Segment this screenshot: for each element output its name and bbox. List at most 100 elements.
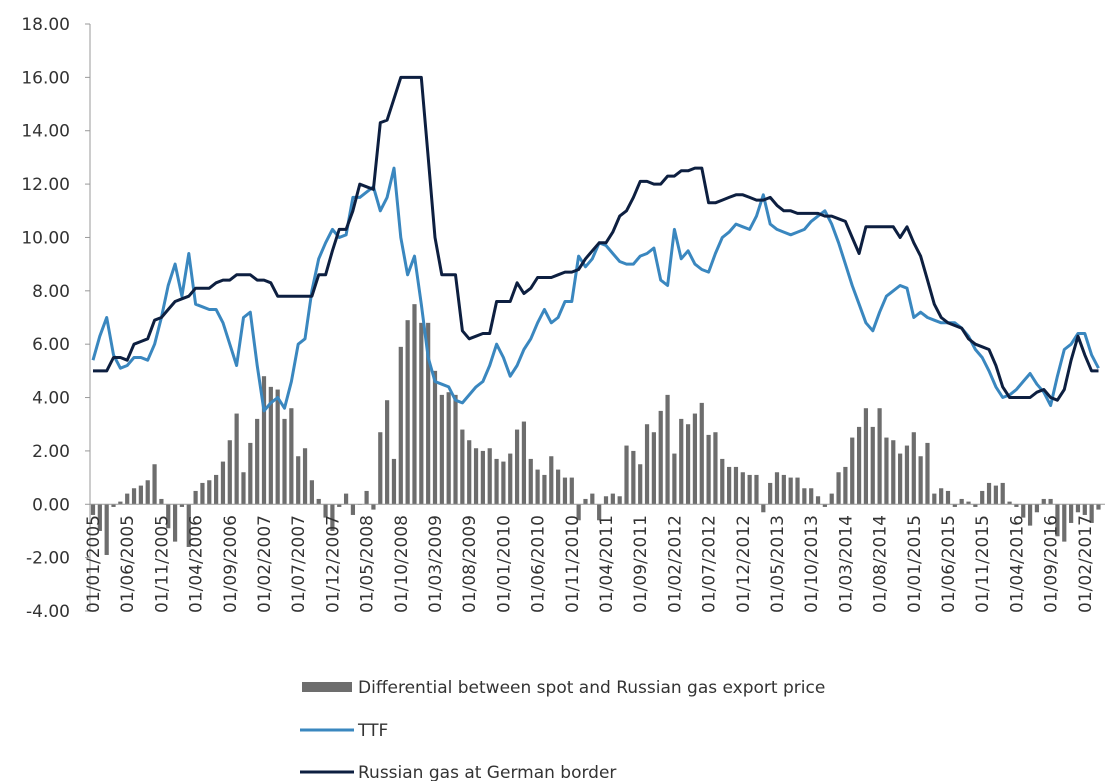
- bar: [939, 488, 944, 505]
- bar: [419, 322, 424, 505]
- bar: [426, 322, 431, 505]
- bar: [562, 477, 568, 505]
- bar: [884, 437, 889, 505]
- bar: [1014, 504, 1019, 507]
- bar: [1055, 504, 1060, 537]
- bar: [1000, 482, 1005, 505]
- bar: [412, 304, 417, 505]
- bar: [556, 469, 561, 505]
- bar: [624, 445, 629, 505]
- bar: [104, 504, 109, 555]
- bar: [781, 474, 786, 505]
- line-series: [93, 75, 1099, 402]
- bar: [768, 482, 773, 505]
- y-tick-label: 0.00: [32, 495, 70, 515]
- x-tick-label: 01/06/2015: [939, 515, 959, 613]
- y-tick-label: 4.00: [32, 389, 70, 409]
- y-tick-label: 12.00: [21, 175, 70, 195]
- x-tick-label: 01/07/2007: [289, 515, 309, 613]
- bar: [261, 376, 267, 505]
- bar: [467, 440, 472, 505]
- bar: [480, 450, 485, 505]
- x-tick-label: 01/10/2008: [392, 515, 412, 613]
- line-series: [91, 166, 1100, 413]
- bar: [405, 320, 410, 505]
- bar: [118, 501, 123, 505]
- bar: [713, 432, 718, 505]
- bar: [248, 442, 253, 505]
- bar: [90, 504, 96, 515]
- y-tick-label: 16.00: [21, 68, 70, 88]
- bar: [220, 461, 226, 505]
- bar: [1075, 504, 1081, 513]
- bar: [514, 429, 520, 505]
- bar: [850, 437, 855, 505]
- bar: [398, 346, 403, 505]
- bar: [980, 490, 985, 505]
- x-tick-label: 01/02/2012: [665, 515, 685, 613]
- bar: [193, 490, 198, 505]
- y-tick-label: 8.00: [32, 282, 70, 302]
- bar: [706, 434, 711, 505]
- bar: [932, 493, 937, 505]
- bar: [795, 477, 800, 505]
- bar: [959, 498, 964, 505]
- bar: [453, 394, 458, 505]
- bar: [945, 490, 951, 505]
- bar: [1069, 504, 1074, 523]
- bar: [583, 498, 588, 505]
- bar: [166, 504, 171, 529]
- bar: [822, 504, 827, 507]
- bar: [569, 477, 574, 505]
- x-tick-label: 01/12/2012: [734, 515, 754, 613]
- x-tick-label: 01/05/2008: [358, 515, 378, 613]
- bar: [241, 472, 246, 505]
- bar: [966, 501, 971, 505]
- bar: [289, 408, 294, 505]
- bar: [323, 504, 328, 518]
- x-tick-label: 01/07/2012: [700, 515, 720, 613]
- bar: [836, 472, 841, 505]
- bar: [1048, 498, 1053, 505]
- bar: [644, 424, 650, 505]
- bar: [343, 493, 349, 505]
- bar: [802, 488, 807, 505]
- bar: [549, 456, 554, 505]
- bar: [159, 498, 164, 505]
- bar: [275, 389, 280, 505]
- bar: [255, 418, 260, 505]
- bar: [200, 482, 205, 505]
- x-tick-label: 01/10/2013: [802, 515, 822, 613]
- bar: [590, 493, 595, 505]
- bar: [528, 458, 533, 505]
- bar: [1062, 504, 1067, 542]
- bar: [774, 472, 780, 505]
- bar: [651, 432, 656, 505]
- bar: [309, 480, 314, 505]
- x-tick-label: 01/02/2017: [1076, 515, 1096, 613]
- bar: [227, 440, 232, 505]
- bar: [665, 394, 670, 505]
- bar: [337, 504, 342, 507]
- bar: [692, 413, 698, 505]
- bar: [501, 461, 506, 505]
- bar: [918, 456, 923, 505]
- x-tick-label: 01/03/2009: [426, 515, 446, 613]
- bar: [788, 477, 793, 505]
- bar: [330, 504, 335, 531]
- bar: [1007, 501, 1012, 505]
- bar: [877, 408, 882, 505]
- x-tick-label: 01/05/2013: [768, 515, 788, 613]
- x-tick-label: 01/01/2015: [905, 515, 925, 613]
- bar: [350, 504, 356, 515]
- bar: [535, 469, 540, 505]
- y-tick-label: 2.00: [32, 442, 70, 462]
- bar: [391, 458, 397, 505]
- bar: [747, 474, 752, 505]
- bar: [432, 370, 438, 505]
- bar: [815, 496, 821, 505]
- bar: [152, 464, 157, 505]
- bar: [638, 464, 643, 505]
- bar: [658, 410, 663, 505]
